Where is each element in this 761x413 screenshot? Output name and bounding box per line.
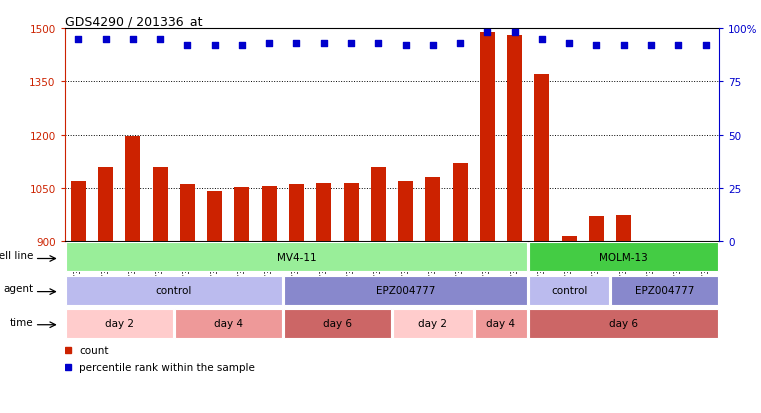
Point xyxy=(100,36,112,43)
Text: day 2: day 2 xyxy=(105,318,134,328)
Bar xyxy=(65,243,527,272)
Bar xyxy=(343,184,358,242)
Point xyxy=(508,30,521,36)
Text: cell line: cell line xyxy=(0,251,33,261)
Point xyxy=(645,43,657,49)
Point xyxy=(291,40,303,47)
Bar xyxy=(529,276,610,305)
Point xyxy=(699,43,712,49)
Bar xyxy=(475,309,527,338)
Point xyxy=(536,36,548,43)
Bar xyxy=(65,276,282,305)
Text: MOLM-13: MOLM-13 xyxy=(600,252,648,262)
Bar xyxy=(180,185,195,242)
Point xyxy=(427,43,439,49)
Bar xyxy=(562,236,577,242)
Text: day 6: day 6 xyxy=(323,318,352,328)
Bar xyxy=(529,309,718,338)
Text: EPZ004777: EPZ004777 xyxy=(635,285,694,295)
Bar xyxy=(425,178,441,242)
Text: EPZ004777: EPZ004777 xyxy=(376,285,435,295)
Bar xyxy=(317,184,331,242)
Point xyxy=(345,40,357,47)
Point xyxy=(672,43,684,49)
Bar xyxy=(589,217,604,242)
Point xyxy=(181,43,193,49)
Bar xyxy=(71,181,86,242)
Text: agent: agent xyxy=(3,284,33,294)
Bar xyxy=(507,36,522,242)
Bar xyxy=(262,187,277,242)
Bar xyxy=(284,276,527,305)
Point xyxy=(372,40,384,47)
Bar xyxy=(234,188,250,242)
Bar xyxy=(534,75,549,242)
Bar xyxy=(644,242,658,252)
Bar xyxy=(207,192,222,242)
Text: control: control xyxy=(155,285,192,295)
Point xyxy=(618,43,630,49)
Point xyxy=(317,40,330,47)
Text: day 2: day 2 xyxy=(419,318,447,328)
Text: day 6: day 6 xyxy=(610,318,638,328)
Text: percentile rank within the sample: percentile rank within the sample xyxy=(79,362,255,372)
Point xyxy=(400,43,412,49)
Point xyxy=(209,43,221,49)
Text: control: control xyxy=(551,285,587,295)
Point xyxy=(591,43,603,49)
Text: day 4: day 4 xyxy=(214,318,243,328)
Point xyxy=(563,40,575,47)
Bar xyxy=(529,243,718,272)
Point xyxy=(481,30,493,36)
Text: time: time xyxy=(10,317,33,327)
Bar xyxy=(174,309,282,338)
Bar xyxy=(698,242,713,252)
Bar xyxy=(398,181,413,242)
Text: GDS4290 / 201336_at: GDS4290 / 201336_at xyxy=(65,15,202,28)
Text: count: count xyxy=(79,345,109,355)
Bar xyxy=(289,185,304,242)
Bar xyxy=(153,167,167,242)
Bar xyxy=(126,137,140,242)
Bar xyxy=(98,167,113,242)
Text: day 4: day 4 xyxy=(486,318,515,328)
Point xyxy=(72,36,84,43)
Text: MV4-11: MV4-11 xyxy=(277,252,317,262)
Bar xyxy=(611,276,718,305)
Bar xyxy=(616,215,631,242)
Point xyxy=(263,40,275,47)
Point xyxy=(454,40,466,47)
Bar xyxy=(453,164,467,242)
Bar xyxy=(670,242,686,252)
Point xyxy=(236,43,248,49)
Bar xyxy=(393,309,473,338)
Bar xyxy=(480,33,495,242)
Bar xyxy=(284,309,391,338)
Bar xyxy=(371,167,386,242)
Point xyxy=(127,36,139,43)
Bar xyxy=(65,309,173,338)
Point xyxy=(154,36,166,43)
